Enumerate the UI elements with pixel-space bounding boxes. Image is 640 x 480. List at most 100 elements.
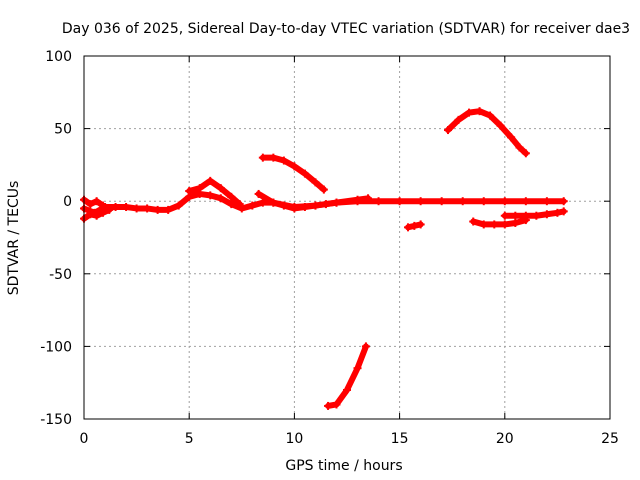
- data-point: [500, 197, 509, 206]
- data-point: [500, 220, 509, 229]
- data-point: [475, 107, 484, 116]
- data-point: [269, 198, 278, 207]
- data-point: [98, 208, 107, 217]
- data-point: [496, 121, 505, 130]
- data-point: [410, 221, 419, 230]
- data-point: [206, 176, 215, 185]
- series-arc-7: [325, 343, 369, 409]
- data-point: [227, 200, 236, 209]
- data-point: [454, 115, 463, 124]
- data-point: [254, 189, 263, 198]
- plot-frame: [83, 55, 611, 420]
- data-point: [364, 194, 373, 203]
- x-tick-label: 25: [601, 431, 619, 447]
- data-point: [521, 149, 530, 158]
- data-point: [332, 400, 341, 409]
- x-tick-label: 5: [185, 431, 194, 447]
- grid: [84, 56, 610, 419]
- data-point: [98, 201, 107, 210]
- data-point: [479, 220, 488, 229]
- data-point: [290, 162, 299, 171]
- data-point: [353, 364, 362, 373]
- data-point: [511, 218, 520, 227]
- x-axis-label: GPS time / hours: [285, 458, 402, 474]
- data-point: [290, 203, 299, 212]
- data-point: [515, 143, 524, 152]
- data-point: [122, 203, 131, 212]
- data-point: [500, 211, 509, 220]
- data-point: [248, 201, 257, 210]
- data-point: [553, 208, 562, 217]
- data-point: [185, 187, 194, 196]
- data-point: [395, 197, 404, 206]
- data-point: [206, 191, 215, 200]
- data-point: [490, 220, 499, 229]
- data-point: [174, 201, 183, 210]
- x-tick-label: 0: [80, 431, 89, 447]
- y-tick-labels: -150 -100 -50 0 50 100: [40, 49, 72, 428]
- data-point: [111, 203, 120, 212]
- series-group: [80, 107, 568, 410]
- y-tick-label: -50: [49, 267, 72, 283]
- x-tick-label: 10: [285, 431, 303, 447]
- data-point: [324, 401, 333, 410]
- data-point: [319, 185, 328, 194]
- x-tick-label: 20: [496, 431, 514, 447]
- y-tick-label: -100: [40, 339, 72, 355]
- data-point: [216, 194, 225, 203]
- data-point: [437, 197, 446, 206]
- data-point: [92, 197, 101, 206]
- data-point: [195, 184, 204, 193]
- data-point: [332, 198, 341, 207]
- data-point: [269, 153, 278, 162]
- data-point: [164, 205, 173, 214]
- data-point: [235, 200, 244, 209]
- data-point: [86, 210, 95, 219]
- data-point: [361, 342, 370, 351]
- x-tick-label: 15: [391, 431, 409, 447]
- data-point: [521, 197, 530, 206]
- ticks: [83, 55, 611, 420]
- y-axis-label: SDTVAR / TECUs: [6, 181, 22, 296]
- data-point: [521, 211, 530, 220]
- data-point: [507, 133, 516, 142]
- x-tick-labels: 0 5 10 15 20 25: [80, 431, 619, 447]
- data-point: [532, 211, 541, 220]
- y-tick-label: 100: [45, 49, 72, 65]
- data-point: [86, 200, 95, 209]
- data-point: [559, 207, 568, 216]
- data-point: [353, 195, 362, 204]
- data-point: [311, 178, 320, 187]
- data-point: [559, 197, 568, 206]
- data-point: [343, 385, 351, 394]
- data-point: [479, 197, 488, 206]
- data-point: [374, 197, 383, 206]
- y-tick-label: 0: [63, 194, 72, 210]
- data-point: [404, 223, 413, 232]
- data-point: [153, 205, 162, 214]
- data-point: [465, 108, 474, 117]
- data-point: [416, 220, 425, 229]
- data-point: [105, 204, 114, 213]
- data-point: [300, 169, 309, 178]
- data-point: [416, 197, 425, 206]
- y-tick-label: -150: [40, 412, 72, 428]
- data-point: [469, 217, 478, 226]
- chart-title: Day 036 of 2025, Sidereal Day-to-day VTE…: [62, 21, 630, 37]
- data-point: [458, 197, 467, 206]
- data-point: [258, 198, 267, 207]
- data-point: [311, 201, 320, 210]
- data-point: [227, 192, 236, 201]
- data-point: [486, 111, 495, 120]
- data-point: [216, 184, 225, 193]
- series-arc-9: [444, 108, 529, 157]
- data-point: [542, 197, 551, 206]
- data-point: [92, 211, 101, 220]
- data-point: [279, 156, 288, 165]
- data-point: [443, 126, 452, 135]
- data-point: [542, 210, 551, 219]
- data-point: [143, 204, 152, 213]
- data-point: [132, 204, 141, 213]
- data-point: [511, 211, 520, 220]
